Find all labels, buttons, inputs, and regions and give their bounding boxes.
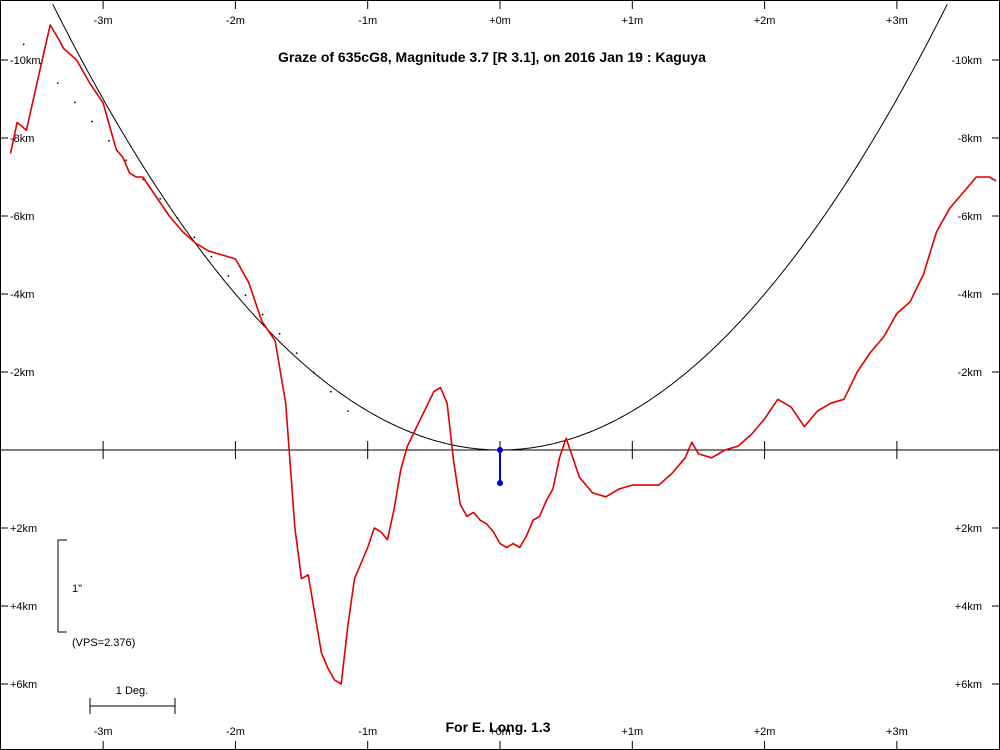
y-tick-label-left: -8km [10,133,34,145]
y-tick-label-right: -8km [958,133,982,145]
limb-dot [261,313,264,316]
longitude-footer: For E. Long. 1.3 [445,719,550,735]
x-tick-label-top: +0m [489,15,511,27]
limb-dot [210,255,213,258]
y-tick-label-left: -2km [10,367,34,379]
limb-dot [278,332,281,335]
y-tick-label-left: +4km [10,601,37,613]
x-tick-label-bottom: -1m [358,726,377,738]
limb-dot [295,352,298,354]
vps-label: (VPS=2.376) [72,637,135,649]
x-tick-label-bottom: -3m [94,726,113,738]
limb-dot [22,43,25,46]
predicted-limb-dots [22,43,349,412]
deg-scale-bar [89,698,176,714]
time-scale-bar [57,539,67,633]
y-tick-label-right: +6km [955,679,982,691]
limb-dot [347,410,349,412]
y-tick-label-right: -2km [958,367,982,379]
limb-dot [108,140,110,142]
y-tick-label-right: -10km [951,55,982,67]
x-tick-label-bottom: +3m [886,726,908,738]
star-marker-group [497,447,503,487]
limb-curve [52,4,948,451]
limb-dot [91,120,93,123]
star-marker-top [497,447,503,453]
limb-dot [125,159,127,162]
y-tick-label-left: -10km [10,55,41,67]
x-tick-label-top: -3m [94,15,113,27]
x-tick-label-bottom: -2m [226,726,245,738]
limb-dot [56,82,59,84]
x-tick-label-top: +2m [754,15,776,27]
limb-dot [159,197,162,200]
y-tick-label-right: -6km [958,211,982,223]
x-tick-label-top: -2m [226,15,245,27]
limb-dot [329,390,332,393]
y-tick-label-left: +2km [10,523,37,535]
scale-bars: 1" (VPS=2.376) 1 Deg. [57,539,176,714]
x-tick-label-top: -1m [358,15,377,27]
y-tick-label-left: +6km [10,679,37,691]
lunar-profile-line [9,24,997,685]
x-tick-label-top: +3m [886,15,908,27]
limb-curve-group [52,4,948,451]
deg-scale-label: 1 Deg. [116,685,148,697]
star-marker-bottom [497,480,503,487]
x-tick-label-top: +1m [621,15,643,27]
profile-group [9,24,997,685]
y-tick-label-left: -6km [10,211,34,223]
limb-dot [193,236,196,239]
y-tick-label-right: -4km [958,289,982,301]
limb-dot [74,101,76,104]
x-tick-label-bottom: +1m [621,726,643,738]
x-tick-label-bottom: +0m [489,726,511,738]
y-tick-label-left: -4km [10,289,34,301]
x-tick-label-bottom: +2m [754,726,776,738]
limb-dot [227,275,230,277]
y-tick-label-right: +2km [955,523,982,535]
limb-dot [244,294,247,297]
y-tick-label-right: +4km [955,601,982,613]
chart-title: Graze of 635cG8, Magnitude 3.7 [R 3.1], … [278,49,706,65]
time-scale-label: 1" [72,583,82,595]
